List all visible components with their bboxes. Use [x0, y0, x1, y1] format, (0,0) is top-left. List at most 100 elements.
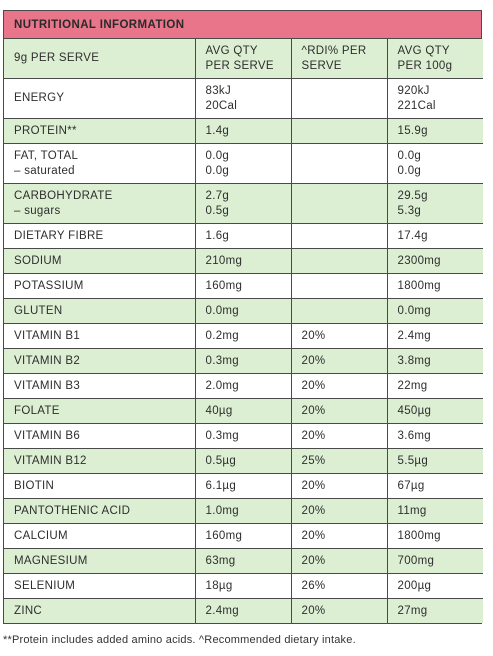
per-serve-value: 160mg — [194, 523, 292, 549]
nutrient-row: DIETARY FIBRE 1.6g 17.4g — [4, 223, 483, 249]
rdi-value: 20% — [290, 398, 388, 424]
nutrient-row: BIOTIN 6.1µg 20% 67µg — [4, 473, 483, 499]
header-avg-per-serve-line1: AVG QTY — [205, 44, 258, 57]
per-serve-value: 2.7g 0.5g — [194, 183, 292, 224]
rdi-value-text: 20% — [301, 504, 326, 517]
per-serve-value-text: 2.4mg — [205, 604, 239, 617]
nutrient-name-text: FOLATE — [14, 404, 60, 417]
rdi-value-text: 20% — [301, 354, 326, 367]
per-100g-value-text: 67µg — [397, 479, 425, 492]
nutrient-name-text: FAT, TOTAL — [14, 149, 79, 162]
nutrient-row: SODIUM 210mg 2300mg — [4, 248, 483, 274]
nutrient-name: BIOTIN — [4, 473, 196, 499]
rdi-value — [290, 248, 388, 274]
per-100g-value: 3.8mg — [386, 348, 483, 374]
per-100g-value-text: 22mg — [397, 379, 428, 392]
per-serve-value: 6.1µg — [194, 473, 292, 499]
per-serve-value-text: 160mg — [205, 279, 243, 292]
per-100g-value-text: 920kJ — [397, 84, 430, 97]
nutrient-name-text: SELENIUM — [14, 579, 76, 592]
per-serve-value-text: 0.3mg — [205, 429, 239, 442]
per-serve-value: 0.0g 0.0g — [194, 143, 292, 184]
header-avg-per-100g-line2: PER 100g — [397, 59, 453, 72]
per-100g-value-text: 200µg — [397, 579, 432, 592]
per-serve-value: 1.0mg — [194, 498, 292, 524]
nutrient-name: PROTEIN** — [4, 118, 196, 144]
rdi-value-text: 20% — [301, 479, 326, 492]
per-100g-value: 0.0g 0.0g — [386, 143, 483, 184]
nutrient-row: VITAMIN B3 2.0mg 20% 22mg — [4, 373, 483, 399]
rdi-value: 20% — [290, 473, 388, 499]
nutrient-name: MAGNESIUM — [4, 548, 196, 574]
rdi-value: 20% — [290, 498, 388, 524]
per-serve-value-text: 0.3mg — [205, 354, 239, 367]
per-100g-value-text: 0.0g — [397, 149, 422, 162]
per-100g-value: 2300mg — [386, 248, 483, 274]
rdi-value: 20% — [290, 423, 388, 449]
nutrient-name-text: VITAMIN B6 — [14, 429, 81, 442]
nutrient-row: VITAMIN B6 0.3mg 20% 3.6mg — [4, 423, 483, 449]
per-serve-value: 63mg — [194, 548, 292, 574]
header-avg-per-serve-line2: PER SERVE — [205, 59, 274, 72]
header-rdi-line1: ^RDI% PER — [301, 44, 367, 57]
per-100g-value-text: 3.8mg — [397, 354, 431, 367]
nutrient-name-text: VITAMIN B12 — [14, 454, 87, 467]
per-serve-value-text: 83kJ — [205, 84, 231, 97]
rdi-value: 20% — [290, 598, 388, 623]
nutrient-name: POTASSIUM — [4, 273, 196, 299]
rdi-value-text: 20% — [301, 404, 326, 417]
per-100g-value-text: 1800mg — [397, 529, 441, 542]
per-serve-value-text: 0.2mg — [205, 329, 239, 342]
per-serve-value: 0.3mg — [194, 348, 292, 374]
nutrient-row: FOLATE 40µg 20% 450µg — [4, 398, 483, 424]
per-100g-value-text: 1800mg — [397, 279, 441, 292]
per-serve-value-sub-text: 20Cal — [205, 99, 238, 112]
per-100g-value: 1800mg — [386, 523, 483, 549]
per-100g-value-text: 700mg — [397, 554, 435, 567]
rdi-value: 20% — [290, 523, 388, 549]
per-100g-value-text: 0.0mg — [397, 304, 431, 317]
header-serve-size: 9g PER SERVE — [4, 39, 196, 79]
per-100g-value-text: 11mg — [397, 504, 427, 517]
nutrient-name: FAT, TOTAL – saturated — [4, 143, 196, 184]
per-100g-value-text: 2.4mg — [397, 329, 431, 342]
per-100g-value: 29.5g 5.3g — [386, 183, 483, 224]
nutrient-row: VITAMIN B12 0.5µg 25% 5.5µg — [4, 448, 483, 474]
per-100g-value: 27mg — [386, 598, 483, 623]
per-100g-value-sub-text: 221Cal — [397, 99, 436, 112]
per-serve-value-text: 1.6g — [205, 229, 230, 242]
per-100g-value: 22mg — [386, 373, 483, 399]
nutrient-name: VITAMIN B6 — [4, 423, 196, 449]
rdi-value: 25% — [290, 448, 388, 474]
nutrient-name-text: PROTEIN** — [14, 124, 77, 137]
nutrient-row: CALCIUM 160mg 20% 1800mg — [4, 523, 483, 549]
per-100g-value-sub-text: 0.0g — [397, 164, 422, 177]
per-100g-value: 5.5µg — [386, 448, 483, 474]
per-serve-value-text: 2.7g — [205, 189, 230, 202]
rdi-value: 20% — [290, 548, 388, 574]
rdi-value-text: 20% — [301, 554, 326, 567]
per-100g-value: 67µg — [386, 473, 483, 499]
per-serve-value-text: 1.0mg — [205, 504, 239, 517]
footnote: **Protein includes added amino acids. ^R… — [3, 634, 356, 646]
per-100g-value-text: 3.6mg — [397, 429, 431, 442]
nutrient-name-text: VITAMIN B3 — [14, 379, 81, 392]
per-100g-value-text: 27mg — [397, 604, 428, 617]
per-100g-value-text: 17.4g — [397, 229, 428, 242]
header-row: 9g PER SERVE AVG QTY PER SERVE ^RDI% PER… — [4, 39, 483, 79]
nutrient-name-text: POTASSIUM — [14, 279, 84, 292]
nutrient-row: VITAMIN B1 0.2mg 20% 2.4mg — [4, 323, 483, 349]
per-serve-value: 83kJ 20Cal — [194, 78, 292, 119]
nutrient-row: SELENIUM 18µg 26% 200µg — [4, 573, 483, 599]
per-100g-value-text: 5.5µg — [397, 454, 429, 467]
nutrient-name: PANTOTHENIC ACID — [4, 498, 196, 524]
rdi-value: 26% — [290, 573, 388, 599]
nutrient-name-text: ZINC — [14, 604, 43, 617]
rdi-value — [290, 78, 388, 119]
nutrient-name: VITAMIN B12 — [4, 448, 196, 474]
header-rdi-line2: SERVE — [301, 59, 342, 72]
nutrient-row: ZINC 2.4mg 20% 27mg — [4, 598, 483, 623]
per-serve-value: 2.4mg — [194, 598, 292, 623]
per-serve-value-text: 0.0g — [205, 149, 230, 162]
nutrient-row: ENERGY 83kJ 20Cal 920kJ 221Cal — [4, 78, 483, 119]
